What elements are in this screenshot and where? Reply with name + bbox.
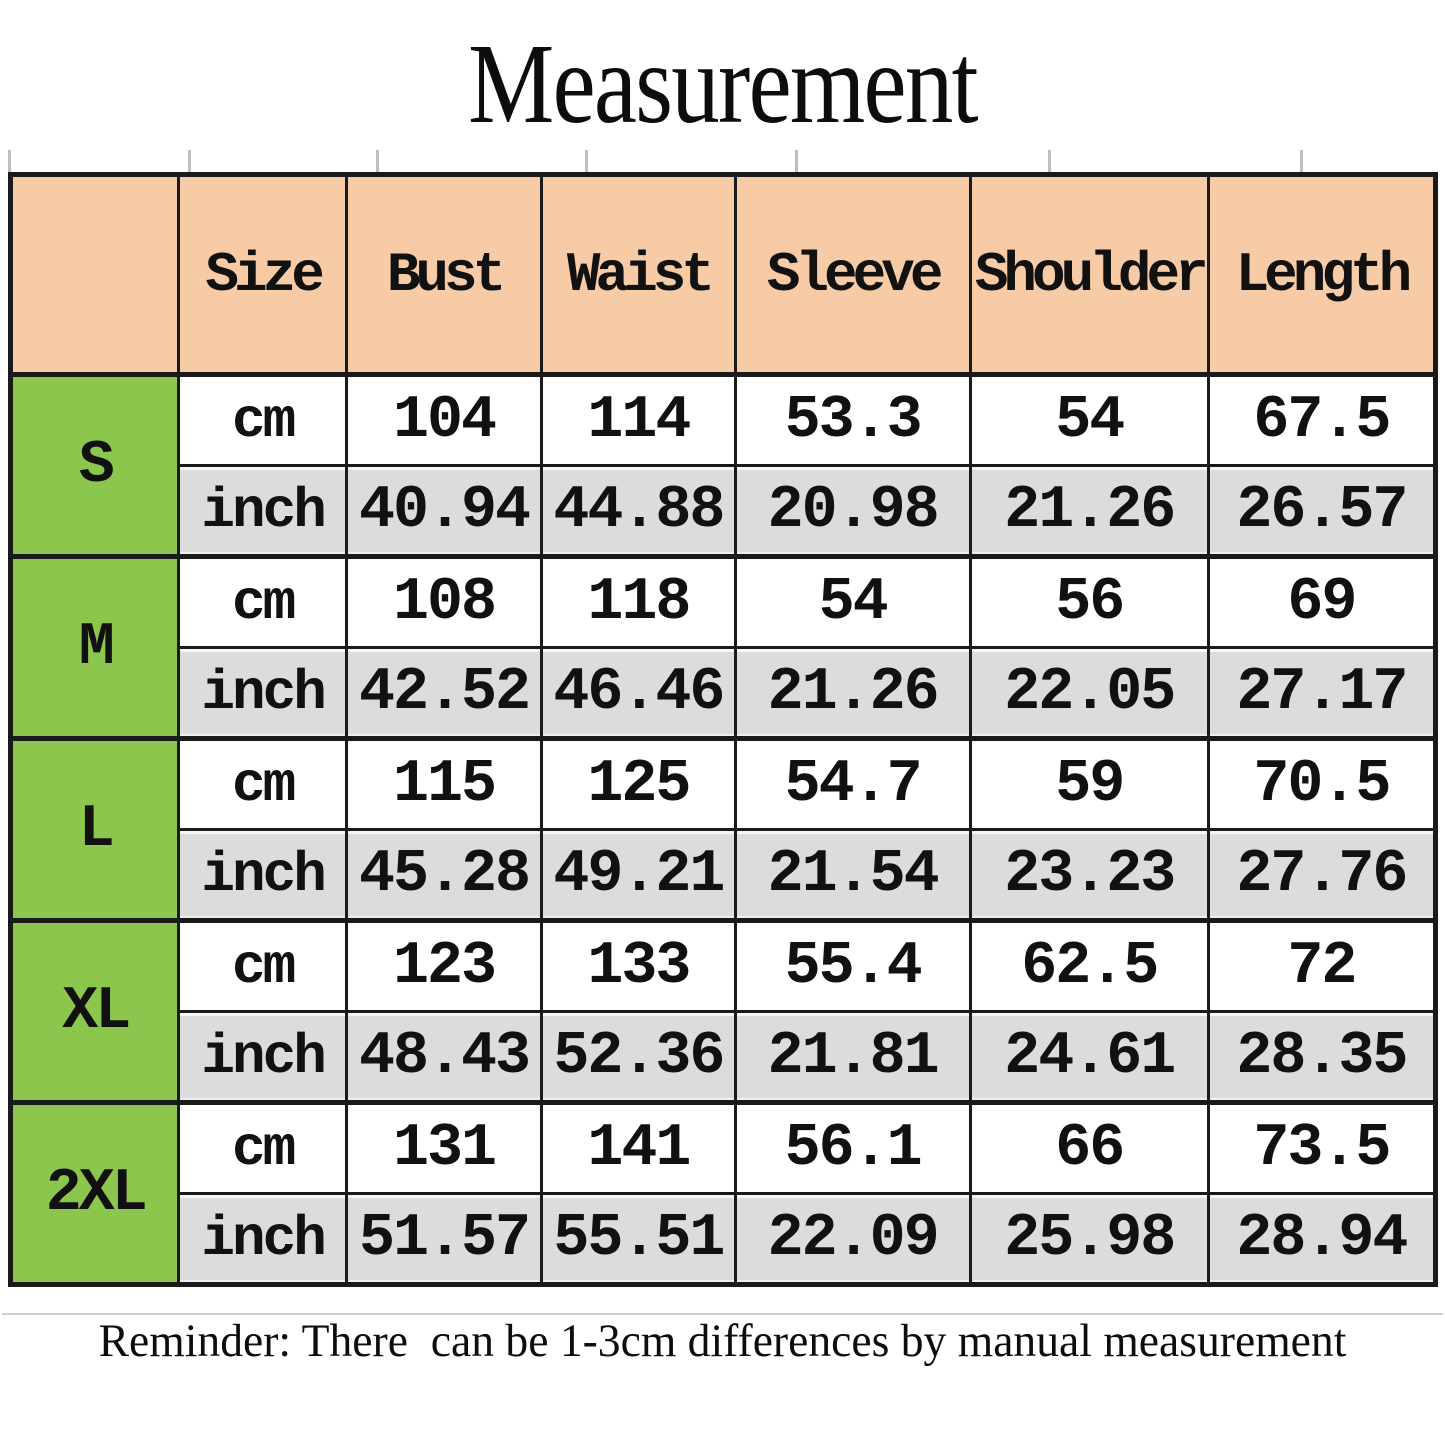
value-2XL-inch-0: 51.57 [344, 1192, 544, 1286]
value-2XL-cm-0: 131 [344, 1100, 544, 1195]
value-M-inch-1: 46.46 [540, 646, 737, 740]
value-S-cm-2: 53.3 [733, 372, 972, 467]
row-XL-cm: XL cm 123 133 55.4 62.5 72 [8, 918, 1438, 1104]
value-S-inch-0: 40.94 [344, 464, 544, 558]
value-L-cm-3: 59 [968, 736, 1210, 831]
unit-label-inch: inch [177, 464, 348, 558]
value-M-cm-0: 108 [344, 554, 544, 649]
value-L-cm-0: 115 [344, 736, 544, 831]
value-L-inch-0: 45.28 [344, 828, 544, 922]
value-XL-inch-1: 52.36 [540, 1010, 737, 1104]
value-L-inch-4: 27.76 [1206, 828, 1438, 922]
unit-label-inch: inch [177, 646, 348, 740]
unit-label-inch: inch [177, 828, 348, 922]
value-S-inch-1: 44.88 [540, 464, 737, 558]
value-2XL-cm-3: 66 [968, 1100, 1210, 1195]
unit-label-inch: inch [177, 1010, 348, 1104]
value-L-cm-1: 125 [540, 736, 737, 831]
value-2XL-inch-2: 22.09 [733, 1192, 972, 1286]
size-label-XL: XL [8, 918, 181, 1104]
unit-label-cm: cm [177, 554, 348, 649]
value-XL-inch-2: 21.81 [733, 1010, 972, 1104]
value-XL-inch-0: 48.43 [344, 1010, 544, 1104]
page-title: Measurement [468, 20, 978, 147]
value-S-cm-0: 104 [344, 372, 544, 467]
value-2XL-inch-3: 25.98 [968, 1192, 1210, 1286]
value-2XL-cm-2: 56.1 [733, 1100, 972, 1195]
value-2XL-inch-4: 28.94 [1206, 1192, 1438, 1286]
gridline-tick [1048, 150, 1051, 173]
value-M-cm-1: 118 [540, 554, 737, 649]
value-M-inch-2: 21.26 [733, 646, 972, 740]
value-2XL-inch-1: 55.51 [540, 1192, 737, 1286]
row-L-inch: inch 45.28 49.21 21.54 23.23 27.76 [11, 828, 1438, 922]
value-XL-cm-3: 62.5 [968, 918, 1210, 1013]
value-S-inch-2: 20.98 [733, 464, 972, 558]
gridline-tick [1300, 150, 1303, 173]
size-label-M: M [8, 554, 181, 740]
measurement-table: Size Bust Waist Sleeve Shoulder Length S… [8, 172, 1438, 1287]
value-M-inch-3: 22.05 [968, 646, 1210, 740]
reminder-text: Reminder: There can be 1-3cm differences… [98, 1315, 1347, 1367]
value-L-inch-1: 49.21 [540, 828, 737, 922]
row-2XL-inch: inch 51.57 55.51 22.09 25.98 28.94 [11, 1192, 1438, 1286]
gridline-tick [376, 150, 379, 173]
value-M-inch-0: 42.52 [344, 646, 544, 740]
unit-label-inch: inch [177, 1192, 348, 1286]
size-label-L: L [8, 736, 181, 922]
row-M-inch: inch 42.52 46.46 21.26 22.05 27.17 [11, 646, 1438, 740]
value-S-inch-3: 21.26 [968, 464, 1210, 558]
gridline-bottom [2, 1313, 1443, 1315]
unit-label-cm: cm [177, 372, 348, 467]
unit-label-cm: cm [177, 736, 348, 831]
size-label-2XL: 2XL [8, 1100, 181, 1286]
gridline-tick [795, 150, 798, 173]
value-S-cm-1: 114 [540, 372, 737, 467]
value-2XL-cm-1: 141 [540, 1100, 737, 1195]
value-S-cm-4: 67.5 [1206, 372, 1438, 467]
gridline-tick [188, 150, 191, 173]
header-cell-waist: Waist [540, 173, 737, 376]
value-XL-cm-0: 123 [344, 918, 544, 1013]
value-XL-cm-4: 72 [1206, 918, 1438, 1013]
value-M-cm-2: 54 [733, 554, 972, 649]
header-cell-bust: Bust [344, 173, 544, 376]
header-cell-length: Length [1206, 173, 1438, 376]
value-L-inch-2: 21.54 [733, 828, 972, 922]
value-M-inch-4: 27.17 [1206, 646, 1438, 740]
row-2XL-cm: 2XL cm 131 141 56.1 66 73.5 [8, 1100, 1438, 1286]
header-row: Size Bust Waist Sleeve Shoulder Length [8, 173, 1438, 376]
row-XL-inch: inch 48.43 52.36 21.81 24.61 28.35 [11, 1010, 1438, 1104]
value-XL-cm-2: 55.4 [733, 918, 972, 1013]
value-S-cm-3: 54 [968, 372, 1210, 467]
header-cell-size: Size [177, 173, 348, 376]
value-L-cm-2: 54.7 [733, 736, 972, 831]
header-cell-sleeve: Sleeve [733, 173, 972, 376]
value-M-cm-3: 56 [968, 554, 1210, 649]
gridline-tick [8, 150, 11, 173]
value-L-inch-3: 23.23 [968, 828, 1210, 922]
gridline-tick [585, 150, 588, 173]
value-S-inch-4: 26.57 [1206, 464, 1438, 558]
unit-label-cm: cm [177, 918, 348, 1013]
value-M-cm-4: 69 [1206, 554, 1438, 649]
value-XL-cm-1: 133 [540, 918, 737, 1013]
header-cell-shoulder: Shoulder [968, 173, 1210, 376]
row-S-inch: inch 40.94 44.88 20.98 21.26 26.57 [11, 464, 1438, 558]
value-L-cm-4: 70.5 [1206, 736, 1438, 831]
header-cell-corner [8, 173, 181, 376]
value-XL-inch-3: 24.61 [968, 1010, 1210, 1104]
value-XL-inch-4: 28.35 [1206, 1010, 1438, 1104]
size-label-S: S [8, 372, 181, 558]
value-2XL-cm-4: 73.5 [1206, 1100, 1438, 1195]
unit-label-cm: cm [177, 1100, 348, 1195]
